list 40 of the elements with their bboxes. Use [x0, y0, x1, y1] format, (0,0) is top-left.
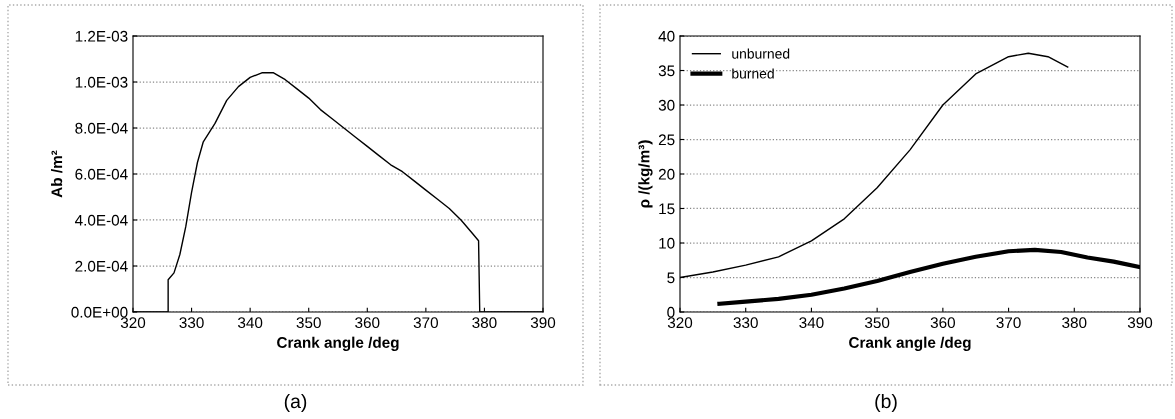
x-tick-label: 350: [296, 317, 321, 329]
y-tick-label: 30: [658, 99, 675, 111]
x-tick-label: 350: [864, 317, 890, 329]
x-axis-title: Crank angle /deg: [277, 336, 399, 351]
y-tick-label: 5: [667, 272, 675, 284]
y-tick-label: 0: [667, 306, 675, 318]
legend-label: unburned: [732, 48, 790, 59]
x-tick-label: 340: [799, 317, 824, 329]
x-axis-title: Crank angle /deg: [849, 336, 971, 351]
x-tick-label: 390: [1127, 317, 1153, 329]
x-tick-label: 330: [179, 317, 204, 329]
y-tick-label: 20: [658, 168, 675, 180]
x-tick-label: 330: [733, 317, 758, 329]
y-axis-title: Ab /m²: [51, 150, 63, 198]
y-tick-label: 6.0E-04: [75, 168, 128, 180]
y-axis-title: ρ /(kg/m³): [638, 140, 653, 208]
x-tick-label: 380: [472, 317, 497, 329]
x-tick-label: 360: [930, 317, 956, 329]
x-tick-label: 340: [237, 317, 263, 329]
x-tick-label: 370: [996, 317, 1021, 329]
x-tick-label: 320: [667, 317, 693, 329]
y-tick-label: 25: [658, 134, 675, 146]
y-tick-label: 15: [659, 203, 675, 215]
y-tick-label: 10: [659, 237, 675, 249]
x-tick-label: 390: [530, 317, 556, 329]
x-tick-label: 320: [120, 317, 146, 329]
y-tick-label: 1.0E-03: [75, 76, 128, 88]
y-tick-label: 0.0E+00: [71, 306, 128, 318]
y-tick-label: 8.0E-04: [75, 122, 128, 134]
x-tick-label: 360: [355, 317, 380, 329]
x-tick-label: 380: [1062, 317, 1087, 329]
y-tick-label: 40: [658, 30, 675, 42]
y-tick-label: 1.2E-03: [75, 30, 128, 42]
x-tick-label: 370: [413, 317, 439, 329]
text: (a): [284, 393, 307, 413]
y-tick-label: 2.0E-04: [75, 260, 128, 272]
text: (b): [875, 393, 897, 413]
y-tick-label: 35: [658, 65, 675, 77]
legend-label: burned: [732, 68, 774, 79]
y-tick-label: 4.0E-04: [74, 214, 128, 226]
